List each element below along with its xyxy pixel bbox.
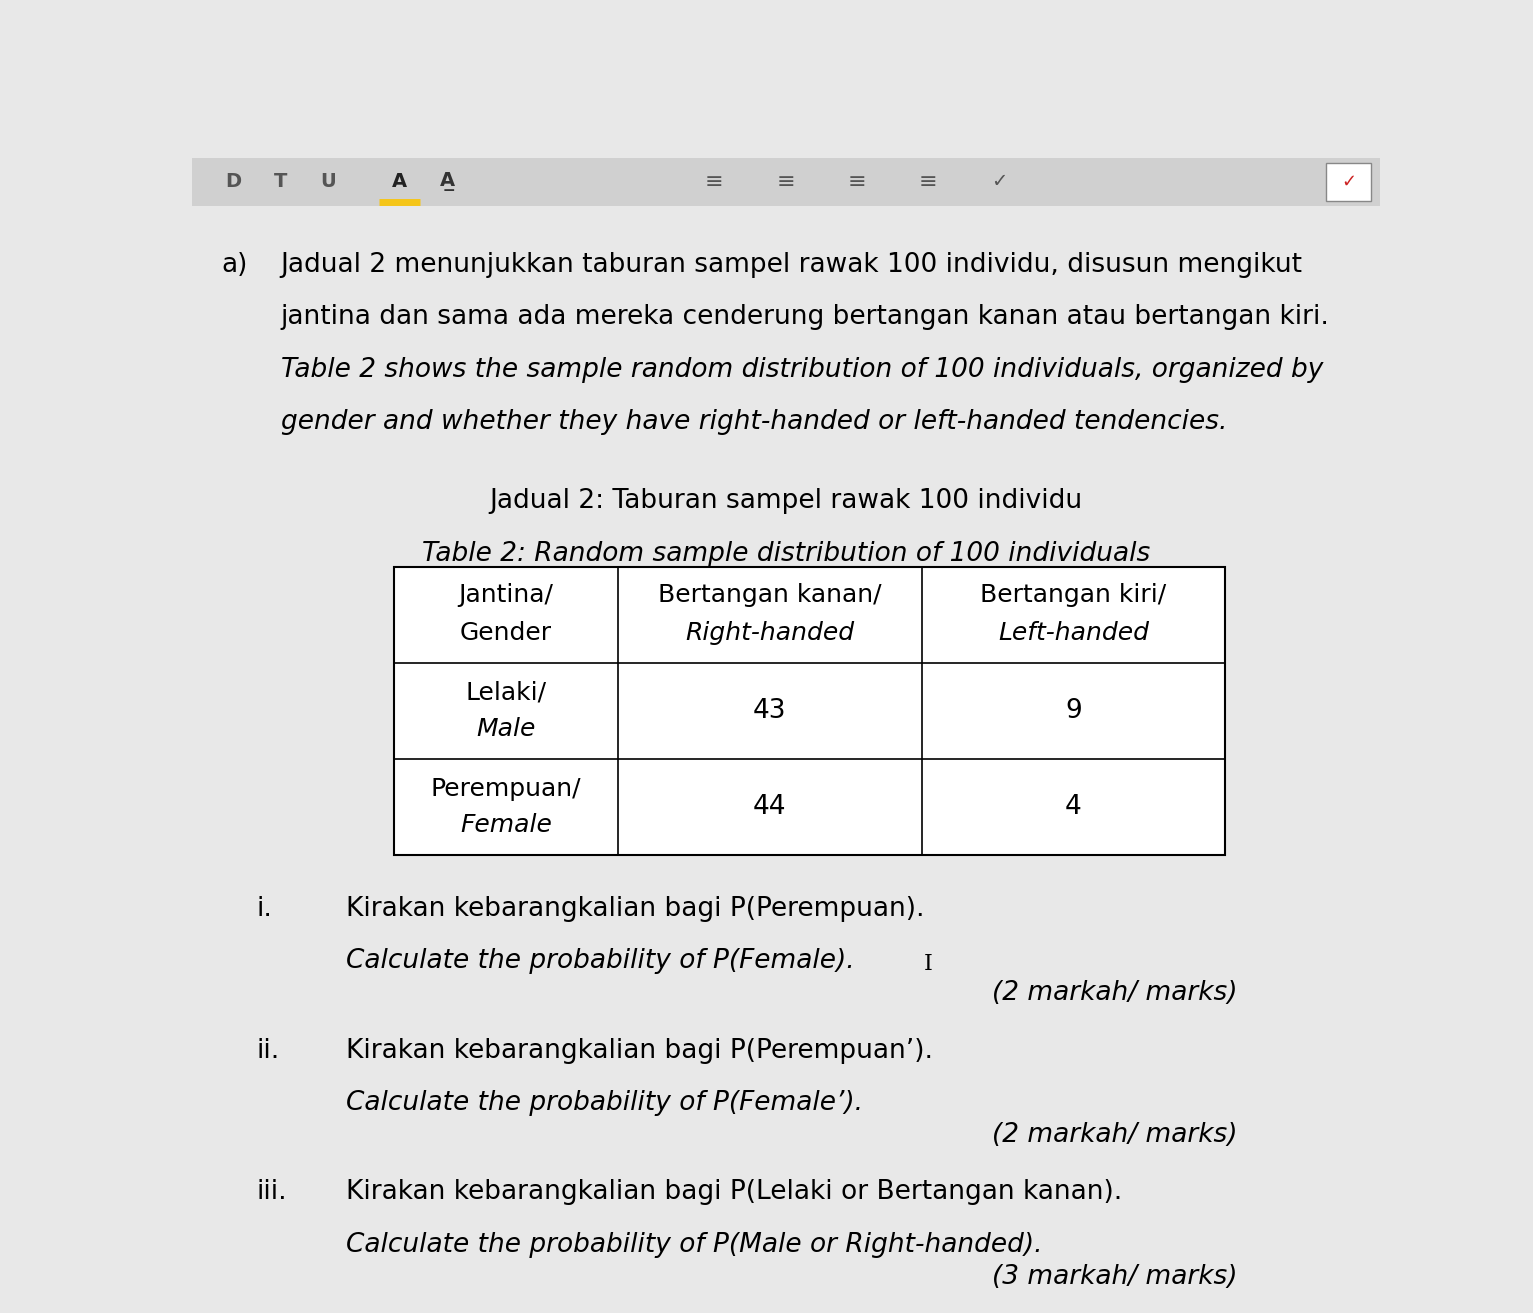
Text: i.: i.: [258, 895, 273, 922]
Text: ≡: ≡: [848, 172, 866, 192]
Text: Left-handed: Left-handed: [998, 621, 1148, 645]
Text: Table 2 shows the sample random distribution of 100 individuals, organized by: Table 2 shows the sample random distribu…: [281, 357, 1323, 382]
Text: Calculate the probability of P(Male or Right-handed).: Calculate the probability of P(Male or R…: [346, 1232, 1042, 1258]
Text: ii.: ii.: [258, 1037, 281, 1064]
Text: Kirakan kebarangkalian bagi P(Perempuan’).: Kirakan kebarangkalian bagi P(Perempuan’…: [346, 1037, 934, 1064]
Text: (2 markah/ marks): (2 markah/ marks): [992, 1121, 1237, 1148]
Text: D: D: [225, 172, 241, 192]
Text: Jadual 2 menunjukkan taburan sampel rawak 100 individu, disusun mengikut: Jadual 2 menunjukkan taburan sampel rawa…: [281, 252, 1303, 277]
FancyBboxPatch shape: [192, 158, 1380, 206]
Text: Gender: Gender: [460, 621, 552, 645]
Text: Female: Female: [460, 813, 552, 838]
Text: (3 markah/ marks): (3 markah/ marks): [992, 1263, 1237, 1289]
Text: T: T: [274, 172, 287, 192]
Text: U: U: [320, 172, 336, 192]
Text: Jantina/: Jantina/: [458, 583, 553, 607]
Text: 44: 44: [753, 794, 786, 821]
Text: I: I: [924, 953, 932, 976]
Text: Bertangan kanan/: Bertangan kanan/: [658, 583, 881, 607]
Text: jantina dan sama ada mereka cenderung bertangan kanan atau bertangan kiri.: jantina dan sama ada mereka cenderung be…: [281, 305, 1329, 330]
Text: Kirakan kebarangkalian bagi P(Perempuan).: Kirakan kebarangkalian bagi P(Perempuan)…: [346, 895, 924, 922]
Text: ✓: ✓: [992, 172, 1007, 192]
Text: 9: 9: [1065, 699, 1082, 723]
Text: a): a): [221, 252, 248, 277]
Text: ≡: ≡: [918, 172, 938, 192]
Text: A: A: [392, 172, 408, 192]
Text: 4: 4: [1065, 794, 1082, 821]
FancyBboxPatch shape: [394, 567, 1225, 855]
Text: Perempuan/: Perempuan/: [431, 777, 581, 801]
Text: ≡: ≡: [776, 172, 796, 192]
Text: Right-handed: Right-handed: [685, 621, 854, 645]
Text: Jadual 2: Taburan sampel rawak 100 individu: Jadual 2: Taburan sampel rawak 100 indiv…: [489, 488, 1082, 515]
Text: gender and whether they have right-handed or left-handed tendencies.: gender and whether they have right-hande…: [281, 410, 1226, 436]
Text: Kirakan kebarangkalian bagi P(Lelaki or Bertangan kanan).: Kirakan kebarangkalian bagi P(Lelaki or …: [346, 1179, 1122, 1205]
FancyBboxPatch shape: [1326, 163, 1372, 201]
Text: 43: 43: [753, 699, 786, 723]
Text: ≡: ≡: [705, 172, 724, 192]
Text: Calculate the probability of P(Female).: Calculate the probability of P(Female).: [346, 948, 855, 974]
Text: A̲: A̲: [440, 172, 455, 192]
Text: ✓: ✓: [1341, 173, 1357, 190]
Text: Bertangan kiri/: Bertangan kiri/: [981, 583, 1167, 607]
Text: Lelaki/: Lelaki/: [466, 681, 546, 705]
Text: Male: Male: [477, 717, 535, 742]
Text: (2 markah/ marks): (2 markah/ marks): [992, 979, 1237, 1006]
Text: iii.: iii.: [258, 1179, 288, 1205]
Text: Calculate the probability of P(Female’).: Calculate the probability of P(Female’).: [346, 1090, 863, 1116]
Text: Table 2: Random sample distribution of 100 individuals: Table 2: Random sample distribution of 1…: [422, 541, 1150, 567]
